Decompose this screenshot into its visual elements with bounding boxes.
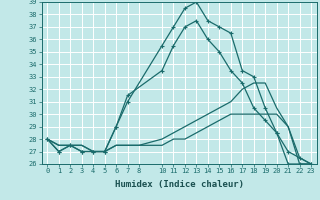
X-axis label: Humidex (Indice chaleur): Humidex (Indice chaleur) <box>115 180 244 189</box>
